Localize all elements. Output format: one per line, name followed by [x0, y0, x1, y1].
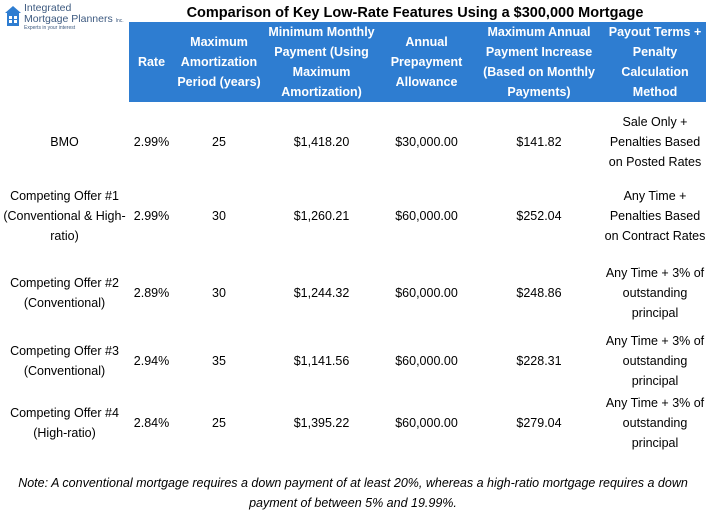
- logo-brand-name: Integrated Mortgage Planners Inc.: [24, 3, 124, 27]
- footnote: Note: A conventional mortgage requires a…: [18, 476, 688, 510]
- cell-rate: 2.89%: [133, 286, 170, 300]
- cell-increase: $279.04: [516, 416, 562, 430]
- cell-payment: $1,395.22: [293, 416, 350, 430]
- logo-tagline: Experts in your interest: [24, 25, 76, 31]
- cell-payout: Any Time + 3% of outstanding principal: [605, 334, 705, 388]
- column-header-amortization: Maximum Amortization Period (years): [177, 35, 261, 89]
- cell-increase: $252.04: [516, 209, 562, 223]
- cell-rate: 2.99%: [133, 135, 170, 149]
- cell-amortization: 30: [212, 209, 226, 223]
- cell-payout: Any Time + Penalties Based on Contract R…: [604, 189, 706, 243]
- cell-payment: $1,141.56: [293, 354, 350, 368]
- column-header-payout: Payout Terms + Penalty Calculation Metho…: [608, 25, 702, 99]
- cell-increase: $228.31: [516, 354, 562, 368]
- cell-amortization: 25: [212, 416, 226, 430]
- cell-lender: Competing Offer #1 (Conventional & High-…: [3, 189, 126, 243]
- cell-rate: 2.99%: [133, 209, 170, 223]
- cell-payment: $1,418.20: [293, 135, 350, 149]
- column-header-rate: Rate: [137, 55, 166, 69]
- table-row: Competing Offer #1 (Conventional & High-…: [0, 174, 706, 258]
- table-row: BMO 2.99% 25 $1,418.20 $30,000.00 $141.8…: [0, 106, 706, 178]
- cell-amortization: 30: [212, 286, 226, 300]
- company-logo: Integrated Mortgage Planners Inc. Expert…: [4, 2, 124, 34]
- cell-payout: Any Time + 3% of outstanding principal: [605, 396, 705, 450]
- table-row: Competing Offer #2 (Conventional) 2.89% …: [0, 258, 706, 328]
- column-header-payment: Minimum Monthly Payment (Using Maximum A…: [268, 25, 375, 99]
- logo-brand-inc: Inc.: [115, 18, 124, 24]
- cell-rate: 2.94%: [133, 354, 170, 368]
- cell-amortization: 35: [212, 354, 226, 368]
- column-header-increase: Maximum Annual Payment Increase (Based o…: [483, 25, 595, 99]
- cell-rate: 2.84%: [133, 416, 170, 430]
- cell-prepayment: $60,000.00: [395, 416, 458, 430]
- table-row: Competing Offer #3 (Conventional) 2.94% …: [0, 326, 706, 396]
- cell-payout: Any Time + 3% of outstanding principal: [605, 266, 705, 320]
- column-header-prepayment: Annual Prepayment Allowance: [390, 35, 463, 89]
- cell-amortization: 25: [212, 135, 226, 149]
- page-title: Comparison of Key Low-Rate Features Usin…: [186, 5, 644, 21]
- cell-lender: Competing Offer #3 (Conventional): [10, 344, 119, 378]
- logo-brand-line1: Integrated: [24, 2, 72, 14]
- cell-prepayment: $60,000.00: [395, 209, 458, 223]
- table-header: Rate Maximum Amortization Period (years)…: [129, 22, 706, 102]
- cell-lender: Competing Offer #2 (Conventional): [10, 276, 119, 310]
- cell-lender: Competing Offer #4 (High-ratio): [10, 406, 119, 440]
- house-logo-icon: [5, 6, 21, 26]
- cell-payment: $1,260.21: [293, 209, 350, 223]
- cell-prepayment: $30,000.00: [395, 135, 458, 149]
- cell-payout: Sale Only + Penalties Based on Posted Ra…: [608, 115, 702, 169]
- cell-increase: $248.86: [516, 286, 562, 300]
- cell-payment: $1,244.32: [293, 286, 350, 300]
- cell-prepayment: $60,000.00: [395, 354, 458, 368]
- table-row: Competing Offer #4 (High-ratio) 2.84% 25…: [0, 388, 706, 458]
- cell-prepayment: $60,000.00: [395, 286, 458, 300]
- logo-brand-line2: Mortgage Planners: [24, 13, 113, 25]
- cell-increase: $141.82: [516, 135, 562, 149]
- cell-lender: BMO: [50, 135, 79, 149]
